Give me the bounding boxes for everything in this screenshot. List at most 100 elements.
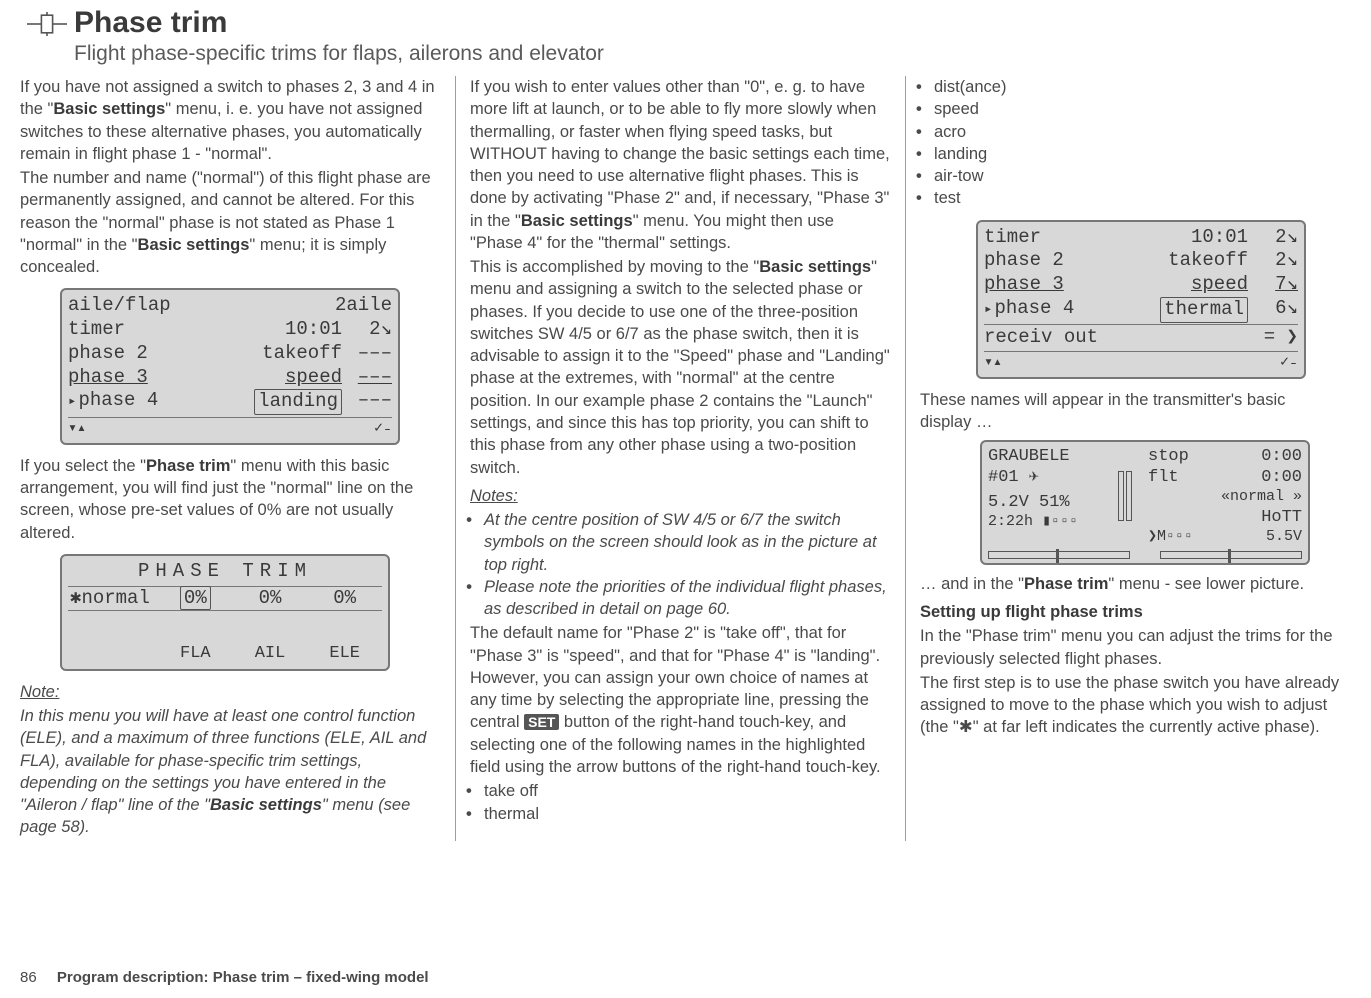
lcd-col-label: FLA bbox=[158, 643, 233, 664]
spacer bbox=[68, 643, 158, 664]
tx-hott: HoTT bbox=[1148, 507, 1302, 528]
list-item: acro bbox=[934, 121, 1341, 143]
list-item: At the centre position of SW 4/5 or 6/7 … bbox=[484, 509, 891, 576]
column-3: dist(ance) speed acro landing air-tow te… bbox=[906, 76, 1341, 841]
text-bold: Phase trim bbox=[1024, 575, 1108, 593]
lcd-cell: thermal bbox=[1114, 297, 1262, 323]
text-bold: Basic settings bbox=[521, 212, 633, 230]
lcd-cell: phase 4 bbox=[68, 389, 198, 415]
notes-heading: Notes: bbox=[470, 485, 891, 507]
lcd-cell: ––– bbox=[356, 342, 392, 366]
lcd-cell: speed bbox=[198, 366, 356, 390]
body-columns: If you have not assigned a switch to pha… bbox=[20, 76, 1341, 841]
signal-icon: ❯M▫▫▫ bbox=[1148, 528, 1266, 547]
tx-value: 0:00 bbox=[1261, 467, 1302, 488]
col1-para1: If you have not assigned a switch to pha… bbox=[20, 76, 441, 165]
list-item: speed bbox=[934, 98, 1341, 120]
lcd-row: aile/flap2aile bbox=[68, 294, 392, 318]
tx-right: stop0:00 flt0:00 «normal » HoTT ❯M▫▫▫5.5… bbox=[1142, 446, 1302, 547]
trim-bar-icon bbox=[1126, 471, 1132, 521]
section-heading: Setting up flight phase trims bbox=[920, 601, 1341, 623]
lcd-cell: phase 4 bbox=[984, 297, 1114, 323]
lcd-cell: timer bbox=[984, 226, 1114, 250]
lcd-cell: takeoff bbox=[198, 342, 356, 366]
lcd-cell: 10:01 bbox=[1114, 226, 1262, 250]
text: " menu - see lower picture. bbox=[1108, 575, 1304, 593]
col2-notes-list: At the centre position of SW 4/5 or 6/7 … bbox=[470, 509, 891, 620]
lcd-cell: timer bbox=[68, 318, 198, 342]
tx-row: stop0:00 bbox=[1148, 446, 1302, 467]
lcd-footer: ▾▴ ✓˗ bbox=[984, 351, 1298, 373]
tx-bottom-trims bbox=[988, 547, 1302, 559]
lcd-cell: 0% bbox=[158, 587, 233, 611]
lcd-row-selected: phase 4landing––– bbox=[68, 389, 392, 415]
lcd-col-label: AIL bbox=[233, 643, 308, 664]
plane-icon: ✈ bbox=[1029, 468, 1039, 487]
lcd-row-selected: phase 4 thermal6↘ bbox=[984, 297, 1298, 323]
lcd-row: phase 3speed7↘ bbox=[984, 273, 1298, 297]
lcd-display-phases-1: aile/flap2aile timer10:012↘ phase 2takeo… bbox=[60, 288, 400, 445]
col3-para3: In the "Phase trim" menu you can adjust … bbox=[920, 625, 1341, 670]
list-item: Please note the priorities of the indivi… bbox=[484, 576, 891, 621]
lcd-cell bbox=[198, 294, 335, 318]
header-text: Phase trim Flight phase-specific trims f… bbox=[74, 8, 604, 66]
text: This is accomplished by moving to the " bbox=[470, 258, 759, 276]
col3-para2: … and in the "Phase trim" menu - see low… bbox=[920, 573, 1341, 595]
col2-names-list: take off thermal bbox=[470, 780, 891, 825]
tx-row: ❯M▫▫▫5.5V bbox=[1148, 528, 1302, 547]
lcd-label: phase 4 bbox=[78, 389, 172, 413]
set-button-label: SET bbox=[524, 714, 559, 730]
col1-para2: The number and name ("normal") of this f… bbox=[20, 167, 441, 278]
lcd-cell: 10:01 bbox=[198, 318, 356, 342]
lcd-row: ✱normal 0% 0% 0% bbox=[68, 586, 382, 612]
nav-icon: ▾▴ bbox=[68, 420, 86, 439]
list-item: test bbox=[934, 187, 1341, 209]
lcd-cell: = ❯ bbox=[1262, 326, 1298, 350]
page-subtitle: Flight phase-specific trims for flaps, a… bbox=[74, 42, 604, 66]
lcd-cell: 7↘ bbox=[1262, 273, 1298, 297]
page-footer: 86 Program description: Phase trim – fix… bbox=[20, 969, 429, 986]
lcd-cell: 2↘ bbox=[1262, 249, 1298, 273]
list-item: dist(ance) bbox=[934, 76, 1341, 98]
lcd-cell: 6↘ bbox=[1262, 297, 1298, 323]
lcd-cell: phase 2 bbox=[984, 249, 1114, 273]
tx-row: GRAUBELE #01 ✈ 5.2V 51% 2:22h ▮▫▫▫ stop0… bbox=[988, 446, 1302, 547]
lcd-row: timer10:012↘ bbox=[68, 318, 392, 342]
text-bold: Basic settings bbox=[759, 258, 871, 276]
col3-para1: These names will appear in the transmitt… bbox=[920, 389, 1341, 434]
lcd-value: 0% bbox=[180, 586, 211, 610]
column-2: If you wish to enter values other than "… bbox=[456, 76, 905, 841]
lcd-footer: FLA AIL ELE bbox=[68, 611, 382, 664]
text-bold: Phase trim bbox=[146, 457, 230, 475]
col2-para1: If you wish to enter values other than "… bbox=[470, 76, 891, 254]
tx-label: stop bbox=[1148, 446, 1261, 467]
nav-icon: ✓˗ bbox=[374, 420, 392, 439]
col3-names-list: dist(ance) speed acro landing air-tow te… bbox=[920, 76, 1341, 210]
page-number: 86 bbox=[20, 969, 37, 986]
lcd-label: phase 4 bbox=[994, 297, 1088, 321]
tx-time-row: 2:22h ▮▫▫▫ bbox=[988, 513, 1108, 532]
lcd-cell: ––– bbox=[356, 366, 392, 390]
tx-left: GRAUBELE #01 ✈ 5.2V 51% 2:22h ▮▫▫▫ bbox=[988, 446, 1108, 547]
lcd-cell: takeoff bbox=[1114, 249, 1262, 273]
lcd-cell: landing bbox=[198, 389, 356, 415]
lcd-cell: 2↘ bbox=[1262, 226, 1298, 250]
col2-para3: The default name for "Phase 2" is "take … bbox=[470, 622, 891, 778]
lcd-value: 0% bbox=[233, 587, 308, 611]
tx-label: flt bbox=[1148, 467, 1261, 488]
tx-row: flt0:00 bbox=[1148, 467, 1302, 488]
nav-icon: ▾▴ bbox=[984, 354, 1002, 373]
nav-icon: ✓˗ bbox=[1280, 354, 1298, 373]
lcd-row: receiv out= ❯ bbox=[984, 326, 1298, 350]
list-item: take off bbox=[484, 780, 891, 802]
tx-percent: 51% bbox=[1039, 493, 1070, 512]
page-header: Phase trim Flight phase-specific trims f… bbox=[20, 8, 1341, 66]
lcd-boxed: landing bbox=[254, 389, 342, 415]
text-bold: Basic settings bbox=[210, 796, 322, 814]
text: If you select the " bbox=[20, 457, 146, 475]
text: #01 bbox=[988, 468, 1019, 487]
text-bold: Basic settings bbox=[53, 100, 165, 118]
lcd-footer: ▾▴ ✓˗ bbox=[68, 417, 392, 439]
lcd-value: 0% bbox=[307, 587, 382, 611]
phase-icon-svg bbox=[27, 12, 67, 36]
